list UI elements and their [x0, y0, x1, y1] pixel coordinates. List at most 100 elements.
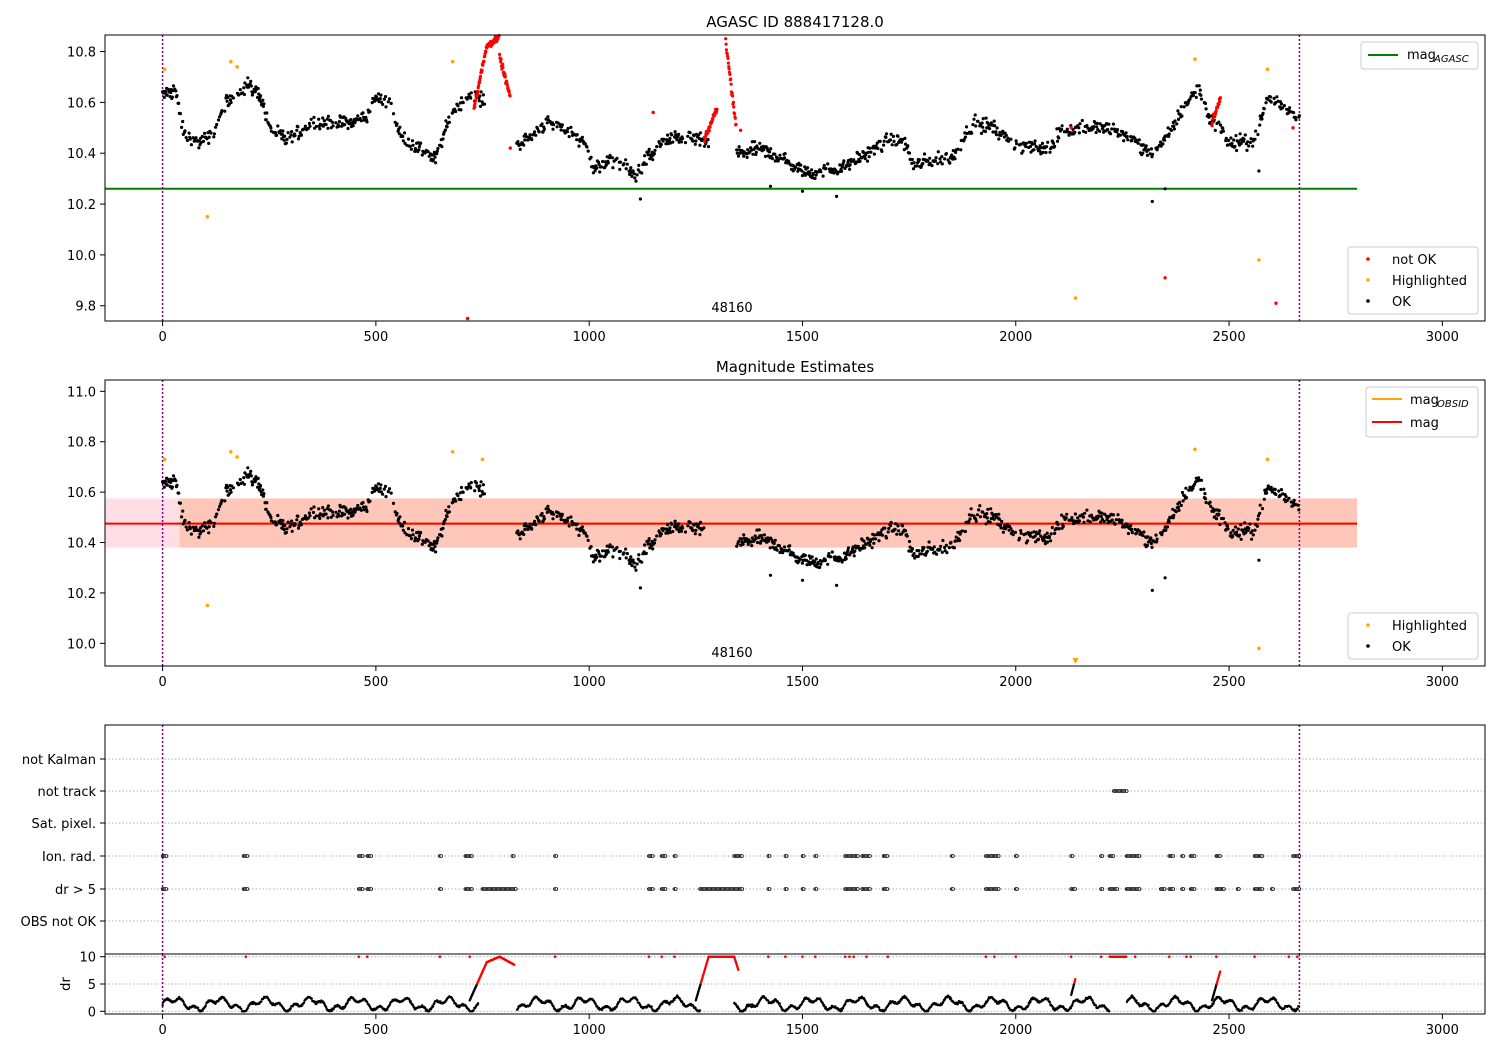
ok-point — [1279, 102, 1284, 106]
ok-point — [419, 141, 423, 145]
ok-point — [934, 156, 938, 160]
ok-point — [936, 162, 940, 166]
dr-point — [1240, 1009, 1244, 1012]
flag-marker — [801, 887, 806, 891]
y-tick-label-magnitude: 10.4 — [67, 537, 96, 552]
dr-marks — [105, 954, 1485, 1014]
ok-point — [753, 140, 757, 144]
ok-point — [769, 147, 773, 151]
ok-point — [1199, 93, 1203, 97]
flag-marker — [1297, 887, 1302, 891]
ok-point — [1225, 524, 1229, 528]
ok-point — [670, 522, 674, 526]
ok-point — [876, 146, 880, 151]
x-tick-label-agasc: 1000 — [573, 330, 606, 345]
ok-point — [469, 486, 473, 490]
ok-point — [1229, 136, 1233, 140]
legend-marker — [1366, 278, 1370, 282]
ok-point — [575, 138, 579, 142]
ok-point — [886, 530, 890, 534]
flag-marker — [767, 887, 772, 891]
ok-point — [1172, 127, 1176, 131]
ok-point — [1282, 104, 1286, 108]
ok-point — [1257, 558, 1261, 562]
highlighted-point — [480, 457, 485, 462]
ok-point — [599, 554, 604, 558]
ok-point — [842, 551, 847, 555]
ok-point — [970, 131, 974, 135]
not-ok-point — [1274, 301, 1278, 305]
ok-point — [275, 523, 279, 527]
legend-sub: OBSID — [1437, 399, 1469, 410]
ok-point — [523, 527, 527, 532]
ok-point — [787, 159, 791, 163]
ok-point — [1250, 537, 1254, 541]
ok-point — [436, 536, 440, 540]
ok-point — [314, 514, 318, 518]
ok-point — [597, 162, 601, 167]
ok-point — [653, 148, 657, 152]
ok-point — [777, 157, 781, 161]
ok-point — [530, 527, 534, 531]
not-ok-point — [724, 42, 728, 46]
legend-label: OK — [1392, 295, 1411, 310]
ok-point — [478, 484, 482, 488]
ok-point — [762, 148, 766, 152]
ok-point — [1199, 97, 1204, 101]
ok-point — [1163, 187, 1167, 191]
ok-point — [218, 504, 222, 508]
flag-row-label: not track — [37, 785, 96, 800]
ok-point — [443, 517, 447, 522]
ok-point — [469, 96, 473, 100]
ok-point — [1067, 133, 1071, 137]
ok-point — [1176, 117, 1181, 121]
y-tick-label-magnitude: 10.6 — [67, 486, 96, 501]
ok-point — [664, 531, 668, 535]
ok-point — [1129, 524, 1133, 528]
ok-point — [1050, 525, 1054, 530]
not-ok-point — [482, 59, 486, 64]
highlighted-point — [205, 603, 210, 608]
ok-point — [203, 521, 207, 525]
ok-point — [640, 171, 644, 175]
ok-point — [246, 85, 250, 89]
ok-point — [528, 133, 532, 137]
legend-label: OK — [1392, 640, 1411, 655]
ok-point — [1177, 508, 1181, 512]
ok-point — [867, 150, 871, 154]
ok-point — [869, 150, 873, 154]
ok-point — [1100, 517, 1104, 522]
ok-point — [1149, 536, 1153, 540]
ok-point — [638, 586, 643, 590]
ok-point — [1123, 525, 1127, 529]
ok-point — [664, 142, 668, 146]
ok-point — [842, 159, 846, 163]
ok-point — [796, 169, 800, 173]
ok-point — [580, 135, 585, 139]
ok-point — [1247, 144, 1251, 148]
ok-point — [671, 529, 675, 534]
y-tick-label-magnitude: 10.2 — [67, 587, 96, 602]
ok-point — [778, 153, 782, 157]
x-tick-label-magnitude: 0 — [158, 675, 166, 690]
ok-point — [296, 125, 300, 129]
ok-point — [615, 546, 619, 550]
ok-point — [681, 137, 685, 141]
ok-point — [589, 155, 593, 159]
ok-point — [254, 85, 258, 89]
ok-point — [848, 167, 852, 171]
ok-point — [1251, 144, 1255, 148]
ok-point — [768, 573, 773, 577]
ok-point — [810, 555, 814, 559]
ok-point — [540, 122, 544, 126]
ok-point — [917, 549, 921, 553]
ok-point — [791, 551, 795, 555]
ok-point — [216, 118, 221, 122]
ok-point — [478, 94, 482, 98]
dr-point — [738, 1008, 741, 1011]
ok-point — [378, 486, 382, 490]
ok-point — [187, 131, 191, 135]
ok-point — [840, 169, 844, 173]
ok-point — [891, 134, 896, 138]
